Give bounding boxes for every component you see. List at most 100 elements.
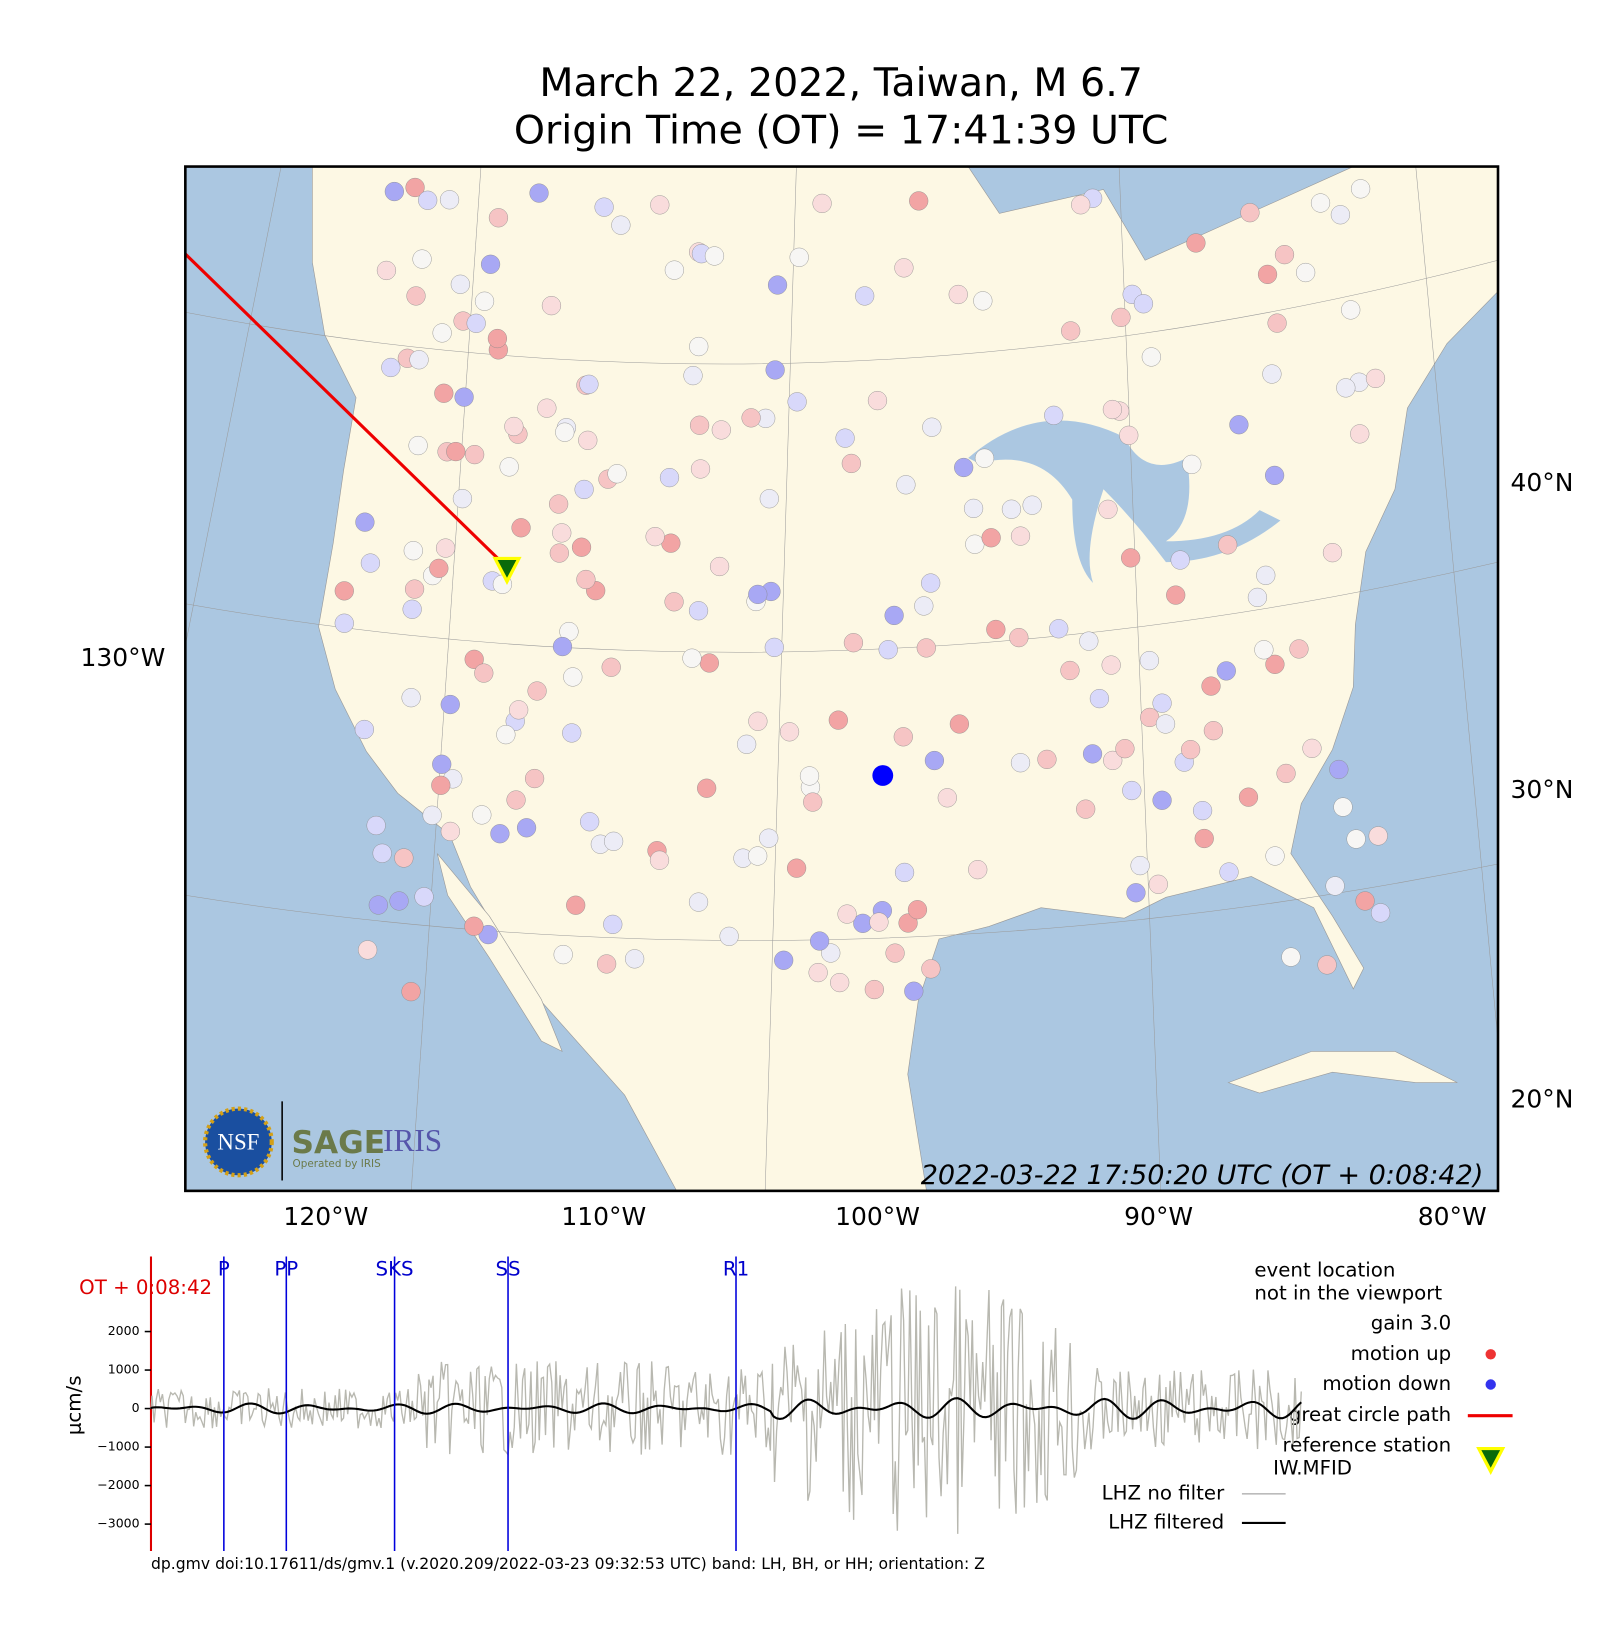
station xyxy=(1071,195,1091,215)
station xyxy=(474,291,495,311)
station xyxy=(1166,585,1186,605)
map-frame xyxy=(184,165,1500,1193)
station xyxy=(465,445,485,465)
station xyxy=(429,558,449,578)
y-tick-label: −3000 xyxy=(97,1516,139,1531)
y-tick-label: 2000 xyxy=(108,1323,140,1338)
station xyxy=(894,258,914,278)
station xyxy=(1257,264,1278,284)
station xyxy=(440,694,460,715)
station xyxy=(1229,415,1249,435)
station xyxy=(499,457,519,477)
station xyxy=(689,415,710,435)
station xyxy=(1139,651,1159,671)
station xyxy=(885,943,905,963)
legend-up-dot xyxy=(1485,1349,1496,1360)
station xyxy=(334,581,354,601)
station xyxy=(893,727,913,747)
y-tick-label: −1000 xyxy=(97,1439,139,1454)
phase-label: SS xyxy=(495,1257,520,1280)
station xyxy=(954,457,974,478)
station xyxy=(452,489,473,509)
station xyxy=(1010,526,1031,546)
station xyxy=(381,357,401,378)
station xyxy=(835,428,855,448)
station xyxy=(1265,654,1285,674)
station xyxy=(511,518,531,538)
station xyxy=(1010,753,1031,773)
station xyxy=(803,792,823,812)
legend-text: not in the viewport xyxy=(1254,1281,1442,1304)
station xyxy=(1115,739,1135,759)
station xyxy=(683,366,703,386)
station xyxy=(516,818,537,838)
station xyxy=(1238,787,1259,807)
station xyxy=(537,398,557,418)
station xyxy=(1098,499,1118,519)
station xyxy=(1037,749,1057,769)
station xyxy=(478,925,498,945)
station xyxy=(974,448,995,468)
station xyxy=(1076,799,1096,819)
station xyxy=(1302,738,1322,758)
station xyxy=(436,538,456,558)
great-lakes xyxy=(968,420,1281,583)
station xyxy=(1240,203,1260,223)
station xyxy=(446,441,466,462)
station xyxy=(787,392,807,412)
station xyxy=(376,260,397,281)
station xyxy=(472,805,492,825)
station xyxy=(690,459,711,479)
station xyxy=(884,605,904,626)
station xyxy=(1170,550,1190,570)
station xyxy=(810,931,830,951)
legend-station-inner xyxy=(1481,1450,1501,1468)
station xyxy=(509,700,529,720)
station xyxy=(525,768,545,789)
station xyxy=(358,940,378,960)
station xyxy=(1346,829,1366,849)
station xyxy=(664,592,684,612)
station xyxy=(704,246,725,266)
station xyxy=(963,498,984,518)
station xyxy=(748,584,768,604)
lat-label: 20°N xyxy=(1510,1084,1573,1113)
legend-down-dot xyxy=(1485,1379,1496,1390)
legend-text: LHZ no filter xyxy=(1102,1481,1225,1504)
station xyxy=(896,475,916,495)
station xyxy=(571,537,592,557)
phase-label: R1 xyxy=(723,1257,749,1280)
station xyxy=(1265,465,1285,485)
station xyxy=(709,556,730,577)
station xyxy=(1061,321,1081,341)
station xyxy=(527,681,547,701)
station xyxy=(898,913,918,933)
station xyxy=(434,383,454,403)
legend-text: LHZ filtered xyxy=(1108,1510,1224,1533)
station xyxy=(878,640,898,660)
station xyxy=(924,750,944,771)
station xyxy=(576,569,596,590)
legend-text: motion up xyxy=(1351,1342,1452,1365)
phase-label: PP xyxy=(274,1257,298,1280)
station xyxy=(611,215,631,235)
legend-text: event location xyxy=(1254,1259,1395,1282)
station xyxy=(1219,862,1239,882)
station xyxy=(719,926,739,946)
station xyxy=(779,722,800,742)
station xyxy=(1368,826,1388,846)
station xyxy=(1133,294,1154,314)
station xyxy=(372,843,392,863)
station xyxy=(688,892,709,912)
station xyxy=(981,528,1001,548)
station xyxy=(894,862,915,883)
station xyxy=(1182,454,1202,474)
station xyxy=(574,479,594,500)
station xyxy=(699,653,719,673)
station xyxy=(432,323,452,343)
station xyxy=(659,468,680,488)
station xyxy=(1254,640,1274,660)
station xyxy=(1152,693,1172,713)
station xyxy=(759,489,779,509)
station xyxy=(855,286,875,306)
